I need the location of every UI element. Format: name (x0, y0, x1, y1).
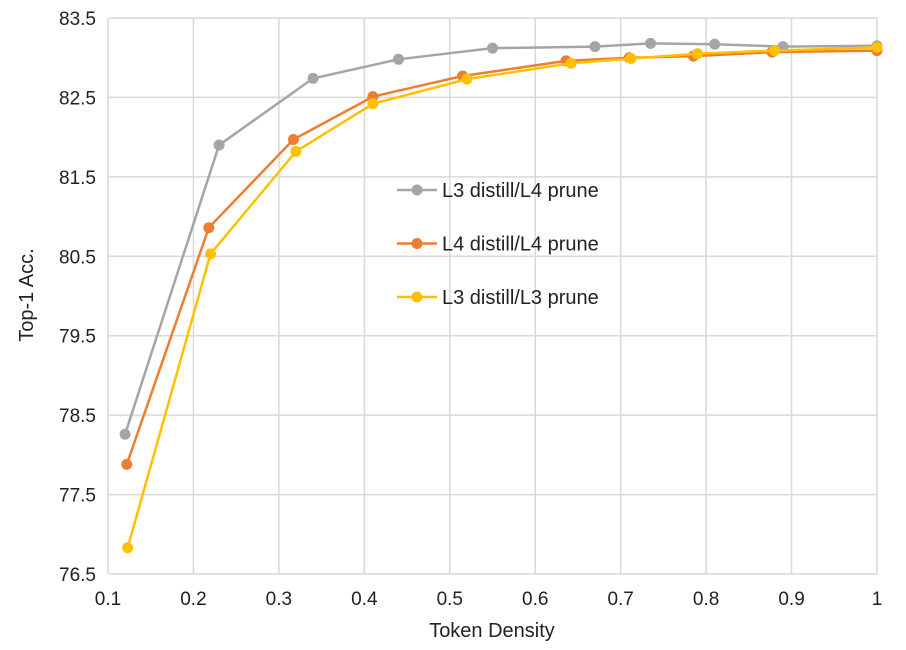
data-point (307, 72, 319, 84)
series-1 (121, 45, 883, 470)
x-tick-label: 0.2 (180, 589, 206, 610)
data-point (487, 42, 498, 54)
series-2 (122, 41, 883, 554)
data-point (768, 45, 780, 57)
tick-labels: 0.1 0.2 0.3 0.4 0.5 0.6 0.7 0.8 0.9 1 76.5 77.5 78.5… (59, 9, 882, 610)
legend-label: L3 distill/L3 prune (442, 287, 599, 309)
x-axis-label: Token Density (429, 620, 555, 642)
legend-item: L3 distill/L4 prune (397, 180, 599, 202)
y-tick-label: 82.5 (59, 88, 96, 109)
data-point (367, 98, 379, 110)
data-point (645, 37, 657, 49)
data-point (393, 53, 405, 65)
x-tick-label: 0.5 (437, 589, 463, 610)
y-axis-label: Top-1 Acc. (16, 248, 38, 341)
x-tick-label: 0.6 (522, 589, 548, 610)
x-tick-label: 1 (872, 589, 883, 610)
data-point (871, 41, 883, 53)
data-point (565, 57, 577, 69)
series-0 (119, 37, 883, 440)
x-tick-label: 0.9 (778, 589, 804, 610)
legend-marker (411, 291, 423, 303)
legend: L3 distill/L4 prune L4 distill/L4 prune L3… (397, 180, 599, 309)
y-tick-label: 81.5 (59, 168, 96, 189)
x-tick-label: 0.3 (266, 589, 292, 610)
y-tick-label: 78.5 (59, 406, 96, 427)
y-tick-label: 76.5 (59, 565, 96, 586)
data-point (205, 248, 217, 260)
data-point (213, 139, 225, 151)
legend-marker (411, 184, 423, 196)
data-point (121, 458, 133, 470)
data-point (122, 542, 134, 554)
grid (107, 17, 878, 575)
data-point (625, 53, 637, 65)
x-tick-label: 0.1 (95, 589, 121, 610)
series-line (125, 49, 878, 465)
data-point (203, 222, 215, 234)
series-group (119, 37, 883, 554)
data-point (589, 41, 601, 53)
legend-item: L3 distill/L3 prune (397, 287, 599, 309)
series-line (123, 42, 878, 435)
data-point (692, 48, 704, 60)
x-tick-label: 0.8 (693, 589, 719, 610)
y-tick-label: 79.5 (59, 327, 96, 348)
legend-label: L4 distill/L4 prune (442, 234, 599, 256)
y-tick-label: 80.5 (59, 247, 96, 268)
y-tick-label: 83.5 (59, 9, 96, 30)
x-tick-label: 0.4 (351, 589, 378, 610)
data-point (461, 73, 473, 85)
x-tick-label: 0.7 (607, 589, 633, 610)
data-point (290, 145, 302, 157)
series-line (126, 46, 878, 549)
data-point (709, 38, 721, 50)
legend-label: L3 distill/L4 prune (442, 180, 599, 202)
y-tick-label: 77.5 (59, 486, 96, 507)
data-point (287, 134, 299, 146)
legend-marker (411, 238, 423, 249)
legend-item: L4 distill/L4 prune (397, 234, 599, 256)
data-point (119, 428, 131, 440)
